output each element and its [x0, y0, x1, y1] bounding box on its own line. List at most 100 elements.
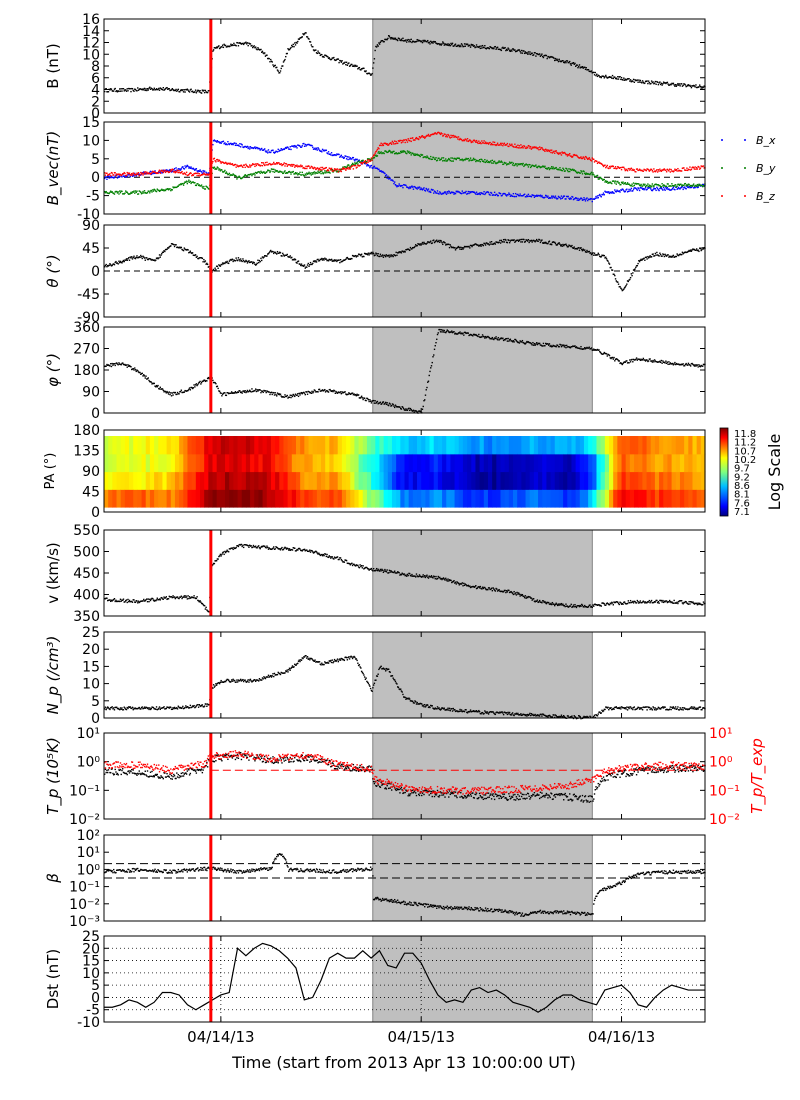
- data-point: [313, 260, 315, 262]
- data-point: [400, 408, 403, 410]
- data-point: [512, 162, 515, 164]
- data-point: [434, 41, 436, 43]
- data-point: [533, 196, 536, 199]
- data-point: [383, 142, 385, 145]
- data-point: [235, 175, 237, 177]
- data-point: [312, 167, 314, 169]
- data-point: [532, 194, 535, 197]
- data-point: [488, 161, 491, 164]
- data-point: [687, 186, 690, 189]
- data-point: [336, 259, 339, 262]
- data-point: [619, 362, 621, 365]
- y-tick-label: 360: [73, 320, 100, 336]
- data-point: [429, 190, 431, 192]
- data-point: [361, 397, 364, 399]
- data-point: [505, 48, 508, 51]
- data-point: [448, 243, 450, 246]
- data-point: [520, 341, 522, 343]
- data-point: [234, 163, 237, 166]
- data-point: [260, 48, 262, 51]
- data-point: [443, 241, 445, 244]
- heatmap-cell: [120, 436, 126, 455]
- data-point: [507, 194, 509, 196]
- data-point: [224, 392, 226, 394]
- data-point: [393, 254, 396, 256]
- data-point: [421, 189, 424, 191]
- data-point: [496, 46, 499, 48]
- data-point: [276, 170, 279, 172]
- data-point: [114, 172, 116, 174]
- data-point: [345, 158, 348, 160]
- legend-marker: [721, 139, 723, 141]
- data-point: [356, 161, 358, 164]
- data-point: [664, 189, 666, 191]
- data-point: [544, 241, 547, 244]
- data-point: [595, 195, 597, 198]
- data-point: [574, 197, 576, 200]
- data-point: [160, 254, 162, 256]
- data-point: [535, 343, 537, 345]
- data-point: [580, 247, 582, 249]
- data-point: [153, 382, 155, 385]
- data-point: [602, 179, 604, 181]
- data-point: [364, 161, 367, 163]
- data-point: [142, 171, 144, 174]
- data-point: [444, 242, 446, 244]
- data-point: [659, 169, 662, 172]
- data-point: [194, 168, 197, 170]
- data-point: [627, 183, 630, 185]
- data-point: [484, 158, 486, 161]
- data-point: [339, 391, 342, 393]
- data-point: [367, 399, 370, 401]
- data-point: [347, 257, 349, 260]
- data-point: [363, 397, 365, 399]
- data-point: [357, 159, 360, 162]
- data-point: [261, 161, 263, 164]
- data-point: [555, 345, 557, 348]
- data-point: [192, 174, 195, 177]
- data-point: [246, 389, 249, 392]
- data-point: [125, 259, 127, 261]
- data-point: [546, 343, 548, 345]
- data-point: [456, 45, 458, 48]
- data-point: [129, 176, 131, 178]
- data-point: [349, 168, 352, 170]
- data-point: [451, 160, 453, 162]
- data-point: [478, 244, 481, 247]
- data-point: [546, 196, 548, 198]
- data-point: [381, 402, 383, 405]
- data-point: [525, 52, 527, 54]
- data-point: [629, 184, 631, 186]
- data-point: [327, 151, 330, 153]
- data-point: [398, 37, 400, 40]
- data-point: [457, 138, 459, 140]
- data-point: [421, 408, 424, 410]
- data-point: [672, 254, 675, 257]
- data-point: [120, 261, 122, 263]
- data-point: [381, 143, 384, 145]
- data-point: [614, 180, 617, 182]
- data-point: [611, 165, 613, 168]
- y-tick-label: 6: [91, 71, 100, 87]
- data-point: [403, 139, 406, 141]
- data-point: [451, 43, 453, 46]
- data-point: [512, 340, 515, 342]
- data-point: [244, 166, 246, 169]
- data-point: [242, 259, 245, 262]
- data-point: [669, 185, 672, 187]
- data-point: [213, 381, 216, 384]
- data-point: [417, 243, 419, 245]
- data-point: [372, 400, 374, 402]
- data-point: [532, 54, 534, 56]
- data-point: [430, 155, 432, 158]
- data-point: [386, 151, 388, 154]
- data-point: [205, 263, 207, 265]
- data-point: [130, 90, 132, 93]
- data-point: [535, 55, 537, 57]
- data-point: [264, 150, 267, 152]
- data-point: [216, 265, 219, 268]
- data-point: [542, 165, 545, 168]
- data-point: [363, 161, 366, 164]
- data-point: [309, 391, 311, 394]
- data-point: [430, 188, 433, 191]
